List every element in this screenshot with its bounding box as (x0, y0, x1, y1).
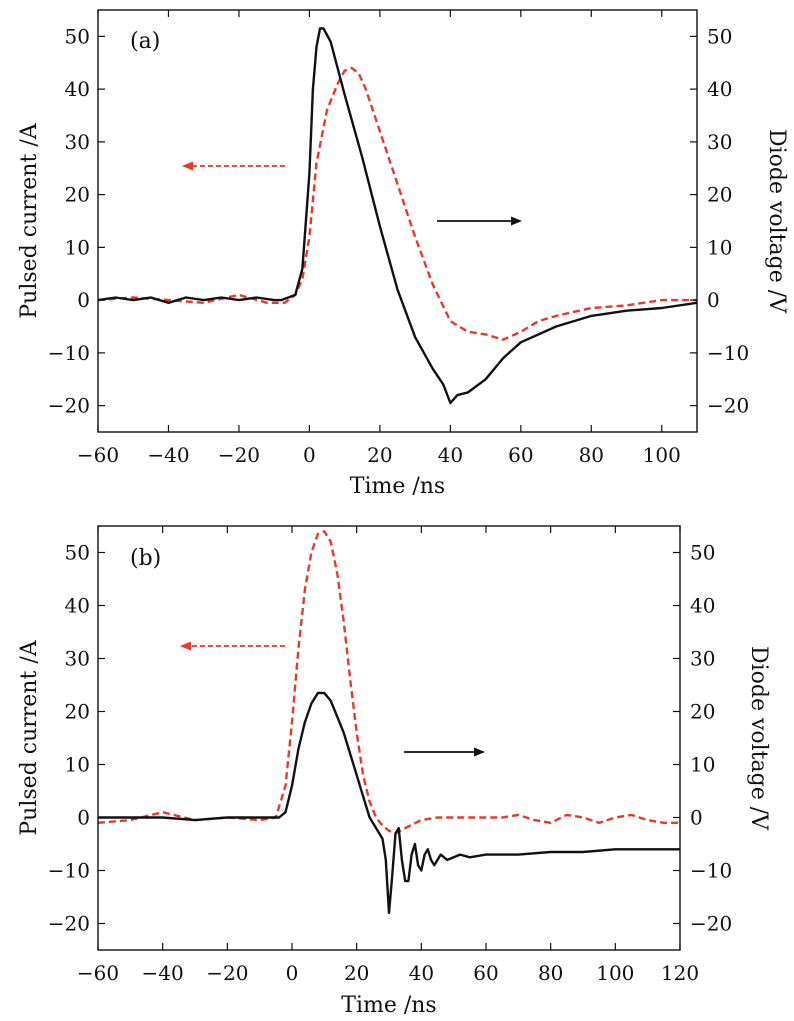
y-tick-label-right: 0 (690, 806, 703, 830)
y-tick-label-right: 50 (707, 24, 732, 48)
y-tick-label-right: 10 (690, 753, 715, 777)
arrow-right-head-icon (511, 216, 522, 226)
y-tick-label-left: 0 (77, 806, 90, 830)
y-tick-label-right: 10 (707, 235, 732, 259)
x-tick-label: 40 (409, 961, 434, 985)
series-line-diode-voltage (98, 691, 680, 915)
series-line-pulsed-current (98, 66, 697, 341)
y-tick-label-left: 40 (65, 594, 90, 618)
arrow-right-head-icon (474, 747, 485, 757)
y-tick-label-right: 50 (690, 541, 715, 565)
y-tick-label-left: 40 (65, 77, 90, 101)
y-tick-label-left: 50 (65, 541, 90, 565)
panel-label: (a) (130, 29, 160, 54)
x-tick-label: 40 (438, 443, 463, 467)
x-tick-label: −20 (218, 443, 260, 467)
y-tick-label-left: 0 (77, 288, 90, 312)
x-axis-title: Time /ns (341, 993, 436, 1018)
y-tick-label-right: −10 (690, 859, 732, 883)
y-tick-label-right: 30 (690, 647, 715, 671)
y-tick-label-right: 20 (690, 700, 715, 724)
y-tick-label-right: 20 (707, 183, 732, 207)
x-tick-label: −60 (77, 961, 119, 985)
y-axis-title-right: Diode voltage /V (746, 646, 771, 831)
y-tick-label-left: 20 (65, 700, 90, 724)
x-tick-label: 100 (596, 961, 634, 985)
x-tick-label: 20 (344, 961, 369, 985)
y-tick-label-left: 10 (65, 235, 90, 259)
panel-label: (b) (130, 546, 161, 571)
y-tick-label-left: 30 (65, 647, 90, 671)
y-tick-label-left: 20 (65, 183, 90, 207)
x-tick-label: 60 (508, 443, 533, 467)
x-tick-label: 20 (367, 443, 392, 467)
y-tick-label-left: −20 (48, 912, 90, 936)
x-tick-label: −40 (147, 443, 189, 467)
x-axis-title: Time /ns (350, 474, 445, 499)
x-tick-label: 0 (286, 961, 299, 985)
y-tick-label-left: 10 (65, 753, 90, 777)
chart-panel-a: −60 −40 −20 0 20 40 60 80 100 −20 −20 −10 −10 0 0 10 10 2… (17, 9, 789, 499)
x-tick-label: 80 (579, 443, 604, 467)
series-line-diode-voltage (98, 27, 697, 405)
y-tick-label-right: 40 (707, 77, 732, 101)
x-tick-label: −60 (77, 443, 119, 467)
y-tick-label-left: −10 (48, 859, 90, 883)
x-tick-label: −20 (206, 961, 248, 985)
x-tick-label: 100 (643, 443, 681, 467)
y-tick-label-left: 50 (65, 24, 90, 48)
plot-frame (97, 9, 698, 433)
y-tick-label-right: −20 (690, 912, 732, 936)
y-tick-label-left: −20 (48, 394, 90, 418)
x-tick-label: 60 (473, 961, 498, 985)
series-line-pulsed-current (98, 530, 680, 835)
y-tick-label-right: 0 (707, 288, 720, 312)
x-tick-label: 0 (303, 443, 316, 467)
y-tick-label-left: −10 (48, 341, 90, 365)
chart-panel-b: −60 −40 −20 0 20 40 60 80 100 120 −20 −20 −10 −10 0 0 10… (17, 525, 771, 1018)
y-axis-title-left: Pulsed current /A (17, 122, 42, 318)
arrow-left-head-icon (182, 161, 193, 171)
y-tick-label-left: 30 (65, 130, 90, 154)
y-tick-label-right: 30 (707, 130, 732, 154)
y-tick-label-right: −20 (707, 394, 749, 418)
x-tick-label: 120 (661, 961, 699, 985)
y-axis-title-right: Diode voltage /V (764, 129, 789, 314)
arrow-left-head-icon (180, 641, 191, 651)
y-tick-label-right: −10 (707, 341, 749, 365)
y-tick-label-right: 40 (690, 594, 715, 618)
plot-frame (97, 525, 681, 951)
x-tick-label: −40 (142, 961, 184, 985)
y-axis-title-left: Pulsed current /A (17, 639, 42, 835)
x-tick-label: 80 (538, 961, 563, 985)
